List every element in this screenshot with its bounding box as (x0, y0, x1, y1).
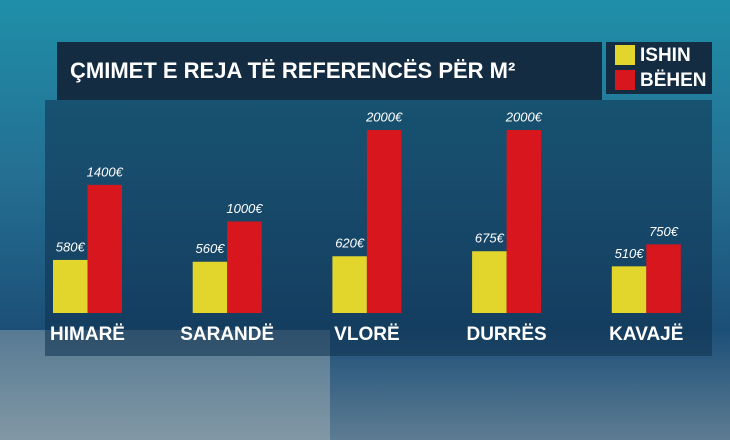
legend-label: ISHIN (640, 45, 691, 66)
bar (366, 130, 402, 313)
category-label: DURRËS (466, 324, 546, 345)
value-label: 2000€ (365, 109, 403, 124)
value-label: 510€ (615, 246, 645, 261)
value-label: 2000€ (505, 109, 543, 124)
bar (227, 221, 262, 313)
value-label: 1400€ (87, 164, 124, 179)
bar (332, 256, 367, 313)
bar (53, 259, 88, 313)
bar (472, 251, 507, 313)
value-label: 560€ (195, 241, 225, 256)
category-label: HIMARË (50, 324, 125, 345)
bar (646, 244, 681, 313)
category-label: VLORË (334, 324, 399, 345)
legend-swatch (615, 70, 635, 90)
legend-label: BËHEN (640, 70, 707, 91)
bar (192, 261, 228, 313)
value-label: 580€ (56, 239, 86, 254)
bar (506, 130, 542, 313)
value-label: 675€ (475, 231, 505, 246)
value-label: 750€ (649, 224, 679, 239)
chart-title: ÇMIMET E REJA TË REFERENCËS PËR M² (70, 58, 515, 83)
bar (611, 266, 647, 313)
bar (87, 184, 122, 313)
title-bar (57, 42, 602, 100)
category-label: KAVAJË (609, 324, 683, 345)
legend-swatch (615, 45, 635, 65)
category-label: SARANDË (180, 324, 274, 345)
value-label: 1000€ (226, 201, 263, 216)
value-label: 620€ (335, 236, 365, 251)
